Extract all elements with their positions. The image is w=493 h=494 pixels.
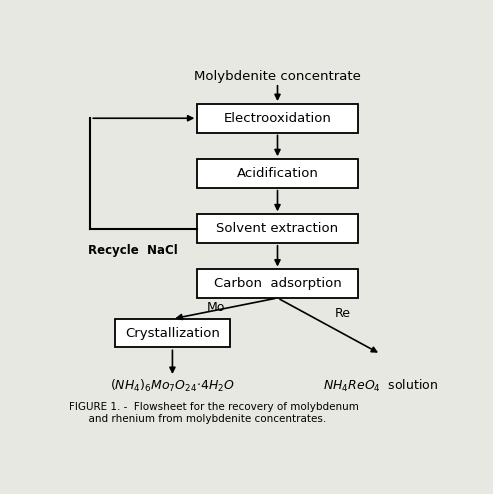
FancyBboxPatch shape	[197, 214, 358, 243]
Text: Acidification: Acidification	[237, 167, 318, 180]
Text: Electrooxidation: Electrooxidation	[223, 112, 331, 125]
Text: Mo: Mo	[207, 301, 226, 314]
Text: $(NH_4)_6Mo_7O_{24}{\cdot}4H_2O$: $(NH_4)_6Mo_7O_{24}{\cdot}4H_2O$	[110, 378, 235, 394]
Text: Recycle  NaCl: Recycle NaCl	[88, 244, 178, 257]
FancyBboxPatch shape	[197, 104, 358, 132]
FancyBboxPatch shape	[197, 159, 358, 188]
Text: FIGURE 1. -  Flowsheet for the recovery of molybdenum: FIGURE 1. - Flowsheet for the recovery o…	[69, 402, 359, 412]
Text: Re: Re	[334, 307, 351, 320]
Text: Crystallization: Crystallization	[125, 327, 220, 340]
Text: and rhenium from molybdenite concentrates.: and rhenium from molybdenite concentrate…	[69, 414, 326, 424]
Text: Molybdenite concentrate: Molybdenite concentrate	[194, 70, 361, 83]
Text: $NH_4ReO_4$  solution: $NH_4ReO_4$ solution	[323, 378, 438, 394]
Text: Carbon  adsorption: Carbon adsorption	[213, 277, 341, 290]
FancyBboxPatch shape	[197, 269, 358, 298]
FancyBboxPatch shape	[115, 319, 230, 347]
Text: Solvent extraction: Solvent extraction	[216, 222, 339, 235]
